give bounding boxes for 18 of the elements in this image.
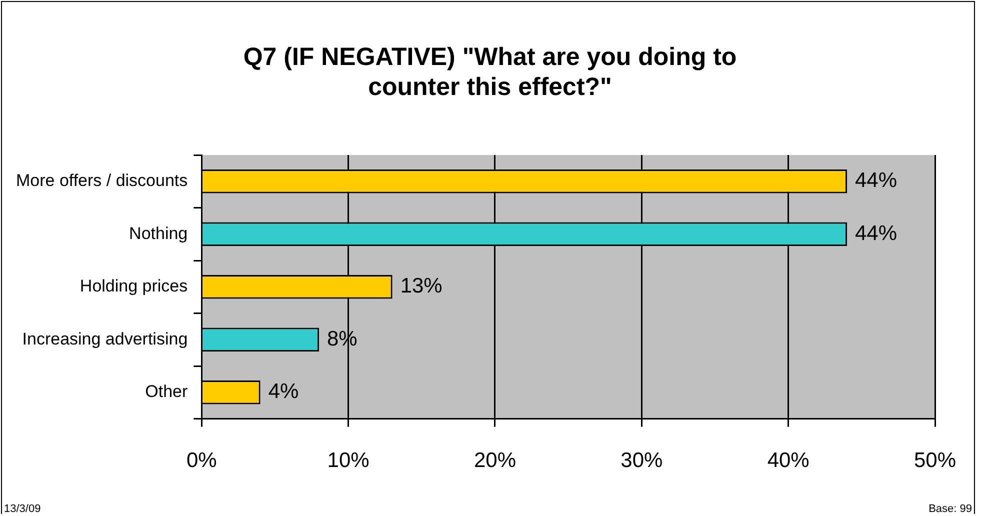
data-label: 4% xyxy=(268,380,299,404)
chart-title: Q7 (IF NEGATIVE) "What are you doing to counter this effect?" xyxy=(242,42,738,102)
x-tick-label: 50% xyxy=(914,449,956,472)
text: Base: 99 xyxy=(928,503,972,515)
x-tick-label: 20% xyxy=(474,449,516,472)
y-tick-label: Holding prices xyxy=(80,276,188,296)
y-tick-label: More offers / discounts xyxy=(16,171,188,190)
text: 13/3/09 xyxy=(4,503,41,515)
x-tick-label: 10% xyxy=(327,449,370,472)
data-label: 44% xyxy=(855,169,898,192)
y-tick-label: Nothing xyxy=(129,224,188,243)
x-tick-label: 30% xyxy=(620,449,663,472)
y-tick-label: Other xyxy=(145,382,188,402)
data-label: 13% xyxy=(400,274,442,298)
data-label: 44% xyxy=(855,222,898,245)
x-tick-label: 0% xyxy=(186,449,217,472)
y-tick-label: Increasing advertising xyxy=(22,329,188,348)
x-tick-label: 40% xyxy=(767,449,810,472)
